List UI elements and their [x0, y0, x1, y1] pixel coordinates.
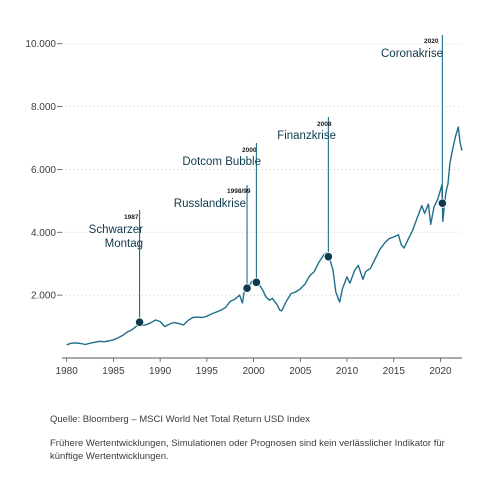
event-marker	[251, 277, 261, 287]
event-marker	[323, 252, 333, 262]
annotation-year: 2020	[424, 38, 439, 45]
y-tick-label: 6.000	[31, 165, 56, 176]
line-chart: 2.000 4.000 6.000 8.000 10.000 1980 1985 1990 19…	[25, 35, 463, 377]
annotation-year: 2008	[317, 121, 332, 128]
event-marker	[437, 198, 447, 208]
annotation-label: Russlandkrise	[174, 198, 246, 210]
annotation-label: Schwarzer	[89, 224, 143, 236]
y-tick-label: 4.000	[31, 228, 56, 239]
x-tick-label: 2020	[429, 366, 452, 377]
annotation-label: Finanzkrise	[277, 130, 336, 142]
source-note: Quelle: Bloomberg – MSCI World Net Total…	[50, 414, 310, 425]
x-tick-label: 2000	[242, 366, 265, 377]
x-tick-label: 1995	[196, 366, 219, 377]
y-tick-label: 8.000	[31, 102, 56, 113]
annotation-label: Montag	[105, 238, 143, 250]
event-marker	[134, 317, 145, 327]
x-tick-label: 1980	[56, 366, 79, 377]
grid-lines	[62, 43, 462, 296]
x-tick-label: 2005	[289, 366, 312, 377]
event-marker	[242, 283, 252, 293]
x-tick-label: 1985	[102, 366, 125, 377]
axes: 2.000 4.000 6.000 8.000 10.000 1980 1985 1990 19…	[25, 39, 462, 377]
x-tick-label: 2015	[383, 366, 406, 377]
annotation-year: 1998/99	[227, 188, 251, 195]
x-tick-label: 2010	[336, 366, 359, 377]
annotation-label: Coronakrise	[381, 48, 443, 60]
x-tick-label: 1990	[149, 366, 172, 377]
disclaimer-note: Frühere Wertentwicklungen, Simulationen …	[50, 438, 445, 462]
annotation-year: 1987	[124, 214, 139, 221]
annotation-label: Dotcom Bubble	[182, 156, 261, 168]
y-tick-label: 2.000	[31, 291, 56, 302]
annotations: 1987 Schwarzer Montag 1998/99 Russlandkrise 2…	[89, 35, 447, 327]
y-tick-label: 10.000	[25, 39, 56, 50]
annotation-year: 2000	[242, 147, 257, 154]
